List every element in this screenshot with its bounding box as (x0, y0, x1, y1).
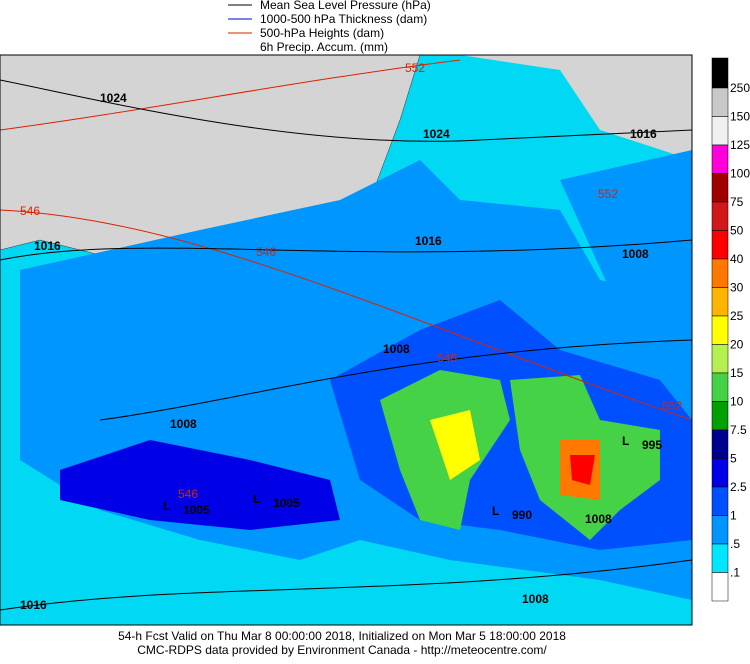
colorbar-box (711, 543, 729, 573)
colorbar-label: 30 (730, 281, 744, 295)
colorbar-label: 5 (730, 452, 737, 466)
map (0, 54, 693, 626)
colorbar-box (711, 344, 729, 374)
colorbar-label: 50 (730, 224, 744, 238)
isobar-label: 1024 (100, 91, 127, 105)
precip-area (60, 440, 340, 530)
colorbar-label: 250 (730, 81, 750, 95)
height-label: 552 (598, 187, 618, 201)
height-label: 546 (437, 351, 457, 365)
colorbar-box (711, 315, 729, 345)
colorbar-box (711, 201, 729, 231)
colorbar-label: 125 (730, 138, 750, 152)
isobar-label: 1008 (522, 592, 549, 606)
colorbar-box (711, 87, 729, 117)
colorbar-label: 15 (730, 366, 744, 380)
isobar (99, 339, 693, 421)
isobar (0, 239, 693, 261)
isobar-label: 1016 (630, 127, 657, 141)
colorbar-box (711, 429, 729, 459)
colorbar-label: 10 (730, 395, 744, 409)
precip-area (430, 410, 480, 480)
colorbar-box (711, 258, 729, 288)
colorbar-label: 20 (730, 338, 744, 352)
height-label: 546 (20, 204, 40, 218)
height-label: 546 (256, 245, 276, 259)
low-letter: L (163, 499, 170, 513)
legend-label: 1000-500 hPa Thickness (dam) (260, 12, 427, 26)
colorbar-label: 2.5 (730, 480, 747, 494)
colorbar-box (711, 57, 729, 89)
isobar-label: 1016 (34, 239, 61, 253)
map-frame (0, 54, 693, 626)
low-value: 1005 (183, 503, 210, 517)
low-value: 990 (512, 508, 532, 522)
legend-label: 6h Precip. Accum. (mm) (260, 40, 388, 54)
colorbar-box (711, 372, 729, 402)
height-label: 552 (662, 399, 682, 413)
colorbar-box (711, 572, 729, 602)
precip-area (570, 455, 595, 485)
colorbar-box (711, 401, 729, 431)
isobar-label: 1008 (585, 512, 612, 526)
land (460, 55, 692, 160)
colorbar-box (711, 287, 729, 317)
low-letter: L (622, 434, 629, 448)
height-label: 546 (178, 487, 198, 501)
height-label: 552 (405, 61, 425, 75)
footer-line: CMC-RDPS data provided by Environment Ca… (137, 643, 547, 657)
colorbar-label: 150 (730, 110, 750, 124)
colorbar-label: 1 (730, 509, 737, 523)
colorbar-box (711, 515, 729, 545)
isobar (0, 79, 693, 142)
legend-label: 500-hPa Heights (dam) (260, 26, 384, 40)
low-letter: L (492, 504, 499, 518)
colorbar-label: 25 (730, 309, 744, 323)
footer-line: 54-h Fcst Valid on Thu Mar 8 00:00:00 20… (118, 629, 566, 643)
colorbar-box (711, 486, 729, 516)
colorbar-label: 40 (730, 252, 744, 266)
height-contour (0, 209, 693, 421)
colorbar-box (711, 458, 729, 488)
colorbar-box (711, 144, 729, 174)
isobar-label: 1016 (20, 598, 47, 612)
precip-area (560, 150, 692, 300)
height-contour (0, 59, 461, 131)
colorbar-box (711, 173, 729, 203)
colorbar-label: .1 (730, 566, 740, 580)
colorbar-label: .5 (730, 537, 740, 551)
isobar (0, 559, 693, 611)
colorbar-label: 7.5 (730, 423, 747, 437)
isobar-label: 1008 (622, 247, 649, 261)
low-value: 995 (642, 438, 662, 452)
colorbar-box (711, 116, 729, 146)
low-letter: L (253, 492, 260, 506)
legend-label: Mean Sea Level Pressure (hPa) (260, 0, 431, 12)
colorbar-label: 75 (730, 195, 744, 209)
colorbar-label: 100 (730, 167, 750, 181)
isobar-label: 1024 (423, 127, 450, 141)
isobar-label: 1016 (415, 234, 442, 248)
isobar-label: 1008 (170, 417, 197, 431)
low-value: 1005 (273, 496, 300, 510)
colorbar-box (711, 230, 729, 260)
isobar-label: 1008 (383, 342, 410, 356)
